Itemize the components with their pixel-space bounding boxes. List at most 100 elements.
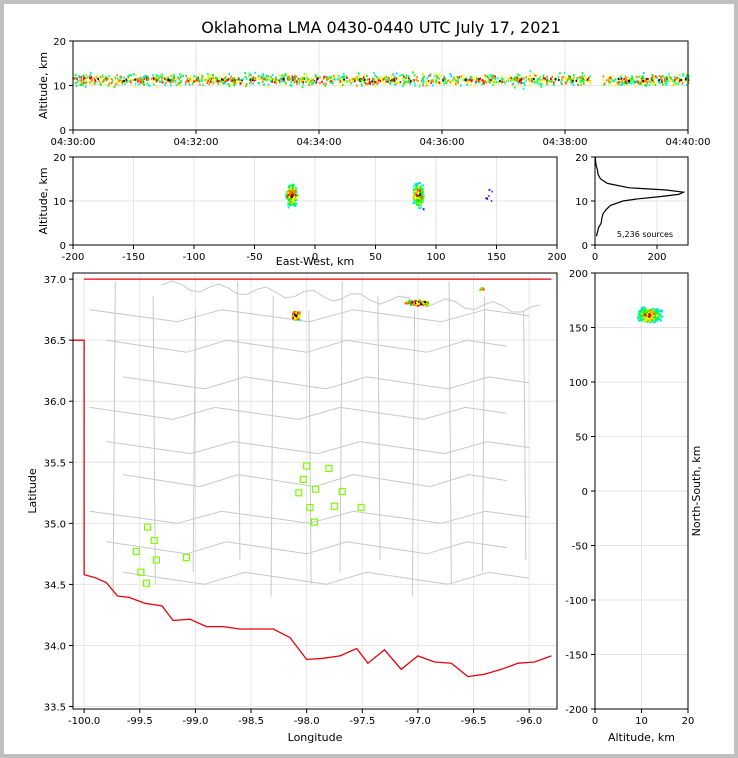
ns-source-point xyxy=(641,306,643,309)
source-point xyxy=(455,82,457,85)
source-point xyxy=(470,77,473,80)
source-point xyxy=(308,77,310,81)
source-point xyxy=(652,82,654,85)
longitude-tick-label: -97.0 xyxy=(405,716,431,727)
source-point xyxy=(223,73,225,76)
source-point xyxy=(319,76,321,79)
source-point xyxy=(608,78,611,81)
source-point xyxy=(509,75,511,78)
source-point xyxy=(343,80,345,83)
ns-source-point xyxy=(646,320,649,323)
ew-source-point xyxy=(414,188,417,191)
lightning-source-point xyxy=(408,299,411,302)
ew-source-point xyxy=(293,199,296,202)
longitude-tick-label: -96.5 xyxy=(461,716,487,727)
county-line xyxy=(123,571,530,585)
source-point xyxy=(105,79,108,82)
source-point xyxy=(139,81,142,84)
source-point xyxy=(220,80,222,83)
ew-source-point xyxy=(290,184,293,187)
ns-source-point xyxy=(659,319,662,322)
ns-source-point xyxy=(654,315,657,318)
source-point xyxy=(265,74,268,77)
source-point xyxy=(231,77,234,80)
lightning-source-point xyxy=(426,304,429,307)
source-point xyxy=(193,77,195,80)
source-point xyxy=(137,77,140,80)
source-point xyxy=(470,78,473,81)
east-west-panel: 0 10 20 -200 -150 -100 -50 0 50 100 150 200 East-Wes… xyxy=(37,153,567,268)
source-point xyxy=(587,79,590,82)
ns-source-point xyxy=(649,317,651,320)
y-tick-label: -50 xyxy=(572,542,588,553)
y-tick-label: 100 xyxy=(569,378,588,389)
source-point xyxy=(248,82,251,85)
source-point xyxy=(147,83,150,86)
source-point xyxy=(533,77,535,81)
time-tick-label: 04:40:00 xyxy=(666,137,711,148)
source-point xyxy=(229,84,232,87)
histogram-source-count: 5,236 sources xyxy=(617,230,673,239)
source-point xyxy=(275,82,278,85)
source-point xyxy=(135,74,137,77)
source-point xyxy=(181,74,183,77)
lightning-source-point xyxy=(410,303,413,306)
source-point xyxy=(149,84,151,87)
source-point xyxy=(620,77,623,80)
ew-source-point xyxy=(295,196,298,199)
ns-source-point xyxy=(654,319,657,322)
ns-source-point xyxy=(638,310,640,313)
ew-source-point xyxy=(288,185,291,188)
source-point xyxy=(426,80,428,83)
source-point xyxy=(373,85,376,88)
lma-station-marker xyxy=(303,462,311,470)
source-point xyxy=(371,80,373,83)
source-point xyxy=(197,76,199,79)
source-point xyxy=(539,81,542,84)
source-point xyxy=(251,78,254,82)
lightning-source-point xyxy=(418,299,421,302)
source-point xyxy=(234,79,236,82)
source-point xyxy=(190,76,193,79)
ew-source-point xyxy=(289,201,292,204)
source-point xyxy=(525,79,527,82)
longitude-tick-label: -97.5 xyxy=(349,716,375,727)
source-point xyxy=(283,77,285,80)
source-point xyxy=(648,83,651,86)
ew-source-point xyxy=(289,198,291,201)
source-point xyxy=(656,76,658,79)
source-point xyxy=(75,84,78,88)
lma-station-marker xyxy=(142,579,151,587)
source-point xyxy=(553,77,556,80)
source-point xyxy=(395,77,398,80)
ns-source-point xyxy=(644,320,647,323)
source-point xyxy=(475,75,478,79)
source-point xyxy=(363,78,366,81)
ew-source-point xyxy=(294,204,297,207)
source-point xyxy=(262,77,264,80)
source-point xyxy=(543,77,545,80)
source-point xyxy=(100,78,103,82)
source-point xyxy=(506,80,508,83)
source-point xyxy=(337,73,339,76)
ew-source-point xyxy=(414,189,417,192)
source-point xyxy=(511,83,514,86)
ew-source-point xyxy=(421,192,424,195)
ns-source-point xyxy=(642,319,645,321)
latitude-tick-label: 37.0 xyxy=(44,275,66,286)
lightning-source-point xyxy=(295,311,298,314)
x-tick-label: -50 xyxy=(246,252,262,263)
source-point xyxy=(155,78,157,81)
source-point xyxy=(134,78,137,81)
source-point xyxy=(184,81,187,84)
source-point xyxy=(536,82,539,85)
source-point xyxy=(657,80,660,83)
source-point xyxy=(489,74,491,77)
source-point xyxy=(383,77,386,80)
source-point xyxy=(446,79,449,83)
source-point xyxy=(639,81,641,84)
source-point xyxy=(551,75,554,78)
source-point xyxy=(566,78,569,81)
source-point xyxy=(565,82,567,85)
